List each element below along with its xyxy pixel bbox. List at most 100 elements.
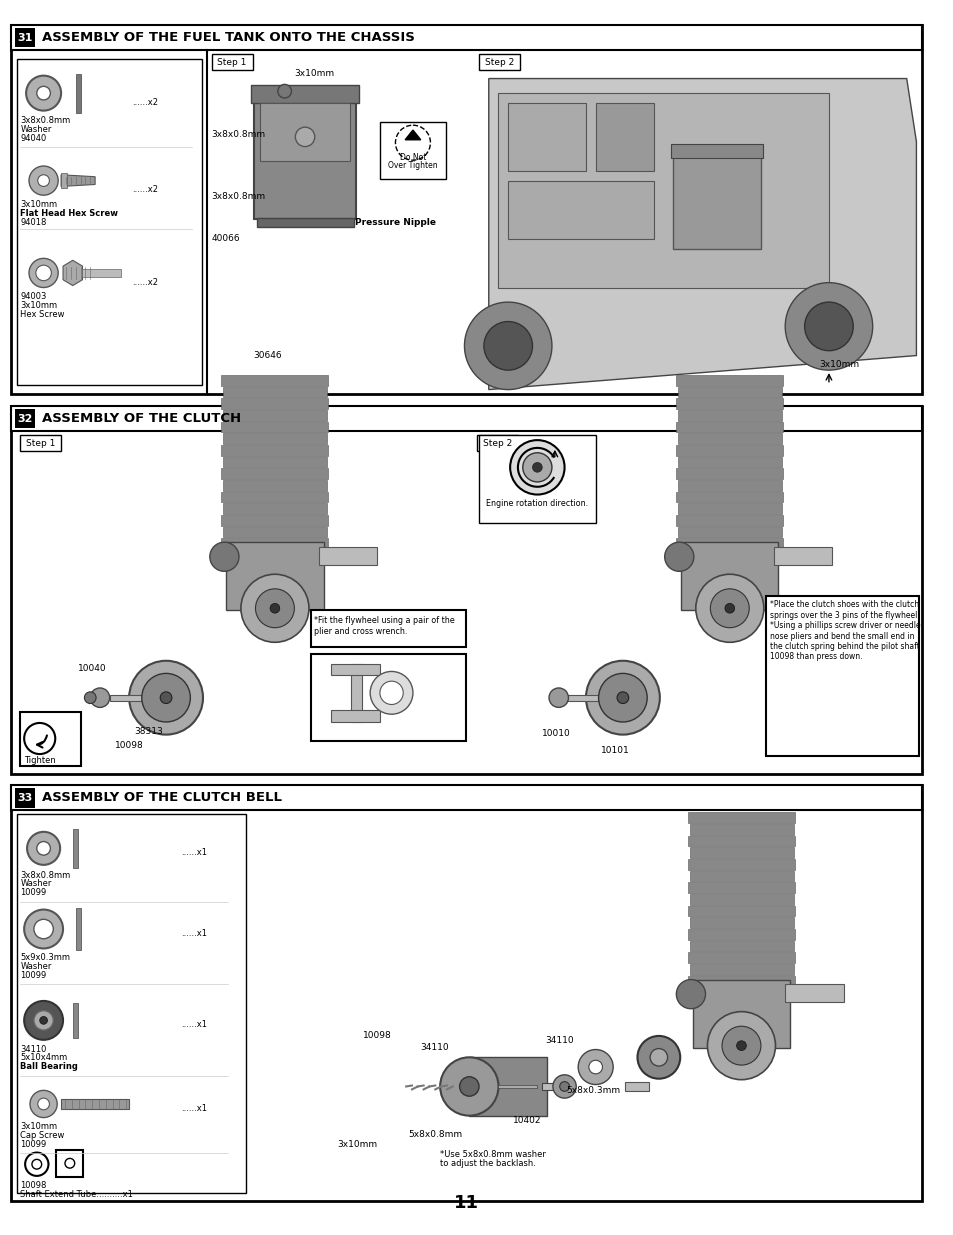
Circle shape: [30, 1091, 57, 1118]
Bar: [678, 433, 781, 445]
Text: ......x2: ......x2: [132, 278, 158, 287]
Bar: [10, 25, 922, 51]
Circle shape: [510, 440, 564, 494]
Bar: [595, 103, 654, 170]
Bar: [221, 399, 328, 409]
Text: Hex Screw: Hex Screw: [20, 310, 65, 319]
Circle shape: [395, 125, 430, 161]
Bar: [223, 457, 327, 467]
Circle shape: [721, 1026, 760, 1065]
Text: to adjust the backlash.: to adjust the backlash.: [439, 1160, 536, 1168]
Bar: [624, 1082, 648, 1092]
Text: 3x8x0.8mm: 3x8x0.8mm: [20, 116, 71, 126]
Bar: [10, 25, 922, 394]
Circle shape: [241, 574, 309, 642]
Bar: [498, 1084, 537, 1088]
Bar: [10, 785, 922, 1202]
Circle shape: [24, 722, 55, 755]
Bar: [687, 929, 794, 940]
Bar: [687, 905, 794, 916]
Text: Tighten: Tighten: [24, 756, 55, 764]
Bar: [676, 515, 782, 526]
Bar: [75, 908, 80, 951]
Text: *Fit the flywheel using a pair of the: *Fit the flywheel using a pair of the: [314, 616, 454, 625]
Circle shape: [548, 688, 568, 708]
Bar: [678, 504, 781, 514]
Text: ......x1: ......x1: [181, 929, 207, 939]
Text: Engine rotation direction.: Engine rotation direction.: [486, 499, 588, 509]
Bar: [689, 918, 793, 927]
Text: Shaft Extend Tube..........x1: Shaft Extend Tube..........x1: [20, 1189, 133, 1198]
Text: Ball Bearing: Ball Bearing: [20, 1062, 78, 1071]
Bar: [676, 375, 782, 385]
Circle shape: [803, 303, 852, 351]
Bar: [221, 375, 328, 385]
Text: Pressure Nipple: Pressure Nipple: [355, 217, 436, 226]
Bar: [253, 93, 355, 220]
Circle shape: [578, 1050, 613, 1084]
Bar: [75, 74, 80, 112]
Bar: [20, 713, 80, 766]
Text: 10040: 10040: [78, 663, 107, 673]
Text: 94018: 94018: [20, 217, 47, 226]
Bar: [689, 941, 793, 951]
Bar: [56, 1150, 83, 1177]
Bar: [246, 605, 304, 625]
Text: Step 2: Step 2: [484, 58, 514, 67]
Text: 5x10x4mm: 5x10x4mm: [20, 1053, 68, 1062]
Circle shape: [270, 604, 279, 613]
Bar: [221, 492, 328, 503]
Bar: [712, 1042, 770, 1062]
Bar: [10, 406, 922, 773]
Text: 34110: 34110: [20, 1045, 47, 1053]
Text: 34110: 34110: [420, 1042, 449, 1052]
Text: 94040: 94040: [20, 133, 47, 143]
Bar: [784, 984, 842, 1002]
Text: 32: 32: [17, 414, 32, 424]
Bar: [671, 143, 762, 158]
Text: ......x2: ......x2: [132, 98, 158, 107]
Circle shape: [40, 1016, 48, 1024]
Bar: [678, 457, 781, 467]
Bar: [10, 785, 922, 810]
Circle shape: [532, 462, 541, 472]
Text: 34110: 34110: [544, 1036, 573, 1045]
Circle shape: [464, 303, 552, 389]
Circle shape: [24, 909, 63, 948]
Bar: [212, 54, 253, 70]
Bar: [15, 409, 35, 429]
Bar: [689, 847, 793, 858]
Bar: [692, 979, 789, 1047]
Bar: [676, 468, 782, 479]
Bar: [687, 976, 794, 987]
Circle shape: [38, 175, 50, 186]
Circle shape: [710, 589, 748, 627]
Circle shape: [210, 542, 238, 572]
Circle shape: [142, 673, 191, 722]
Bar: [61, 173, 67, 189]
Circle shape: [65, 1158, 74, 1168]
Circle shape: [370, 672, 413, 714]
Polygon shape: [61, 175, 95, 186]
Circle shape: [27, 832, 60, 864]
Text: 3x10mm: 3x10mm: [337, 1140, 377, 1149]
Bar: [689, 965, 793, 974]
Circle shape: [277, 84, 292, 98]
Circle shape: [553, 1074, 576, 1098]
Text: 5x8x0.3mm: 5x8x0.3mm: [566, 1087, 620, 1095]
Bar: [82, 269, 121, 277]
Circle shape: [598, 673, 646, 722]
Bar: [478, 435, 595, 522]
Bar: [673, 152, 760, 248]
Bar: [221, 445, 328, 456]
Bar: [331, 710, 379, 722]
Bar: [15, 28, 35, 47]
Bar: [379, 122, 445, 179]
Text: ......x1: ......x1: [181, 848, 207, 857]
Bar: [15, 788, 35, 808]
Bar: [221, 538, 328, 550]
Bar: [498, 93, 828, 288]
Circle shape: [637, 1036, 679, 1078]
Bar: [72, 1003, 77, 1037]
Text: 5x8x0.8mm: 5x8x0.8mm: [408, 1130, 462, 1139]
